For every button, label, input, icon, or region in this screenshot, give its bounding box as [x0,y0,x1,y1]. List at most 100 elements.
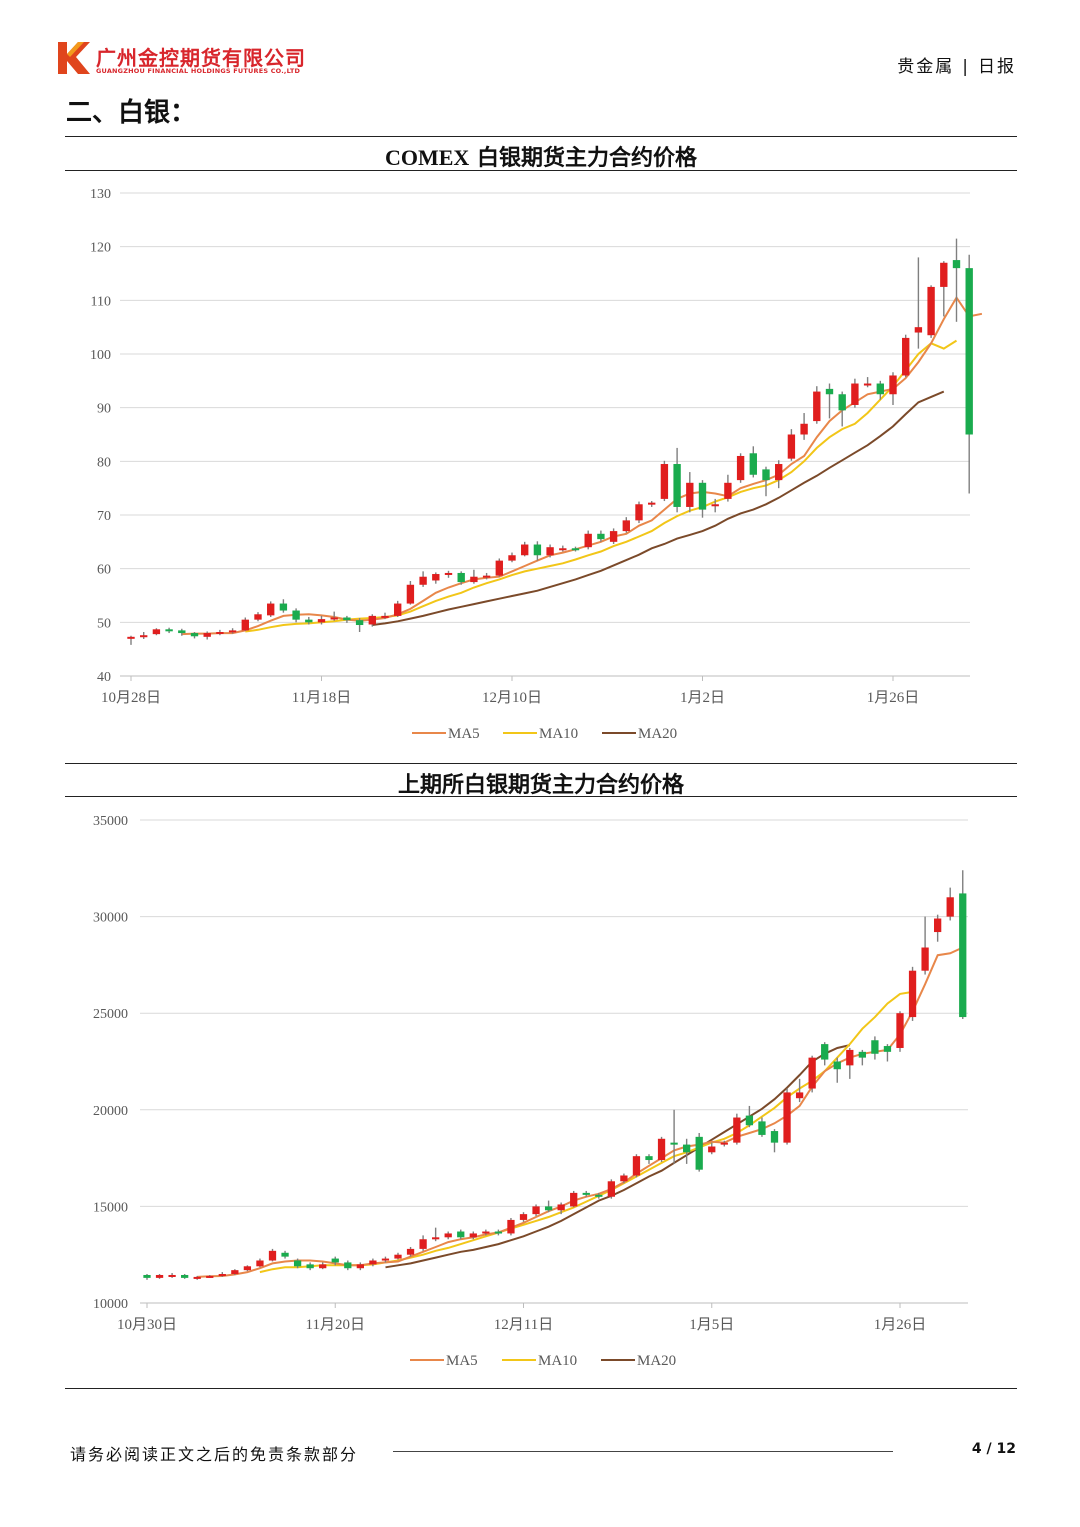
candle [419,1235,427,1251]
candle [946,887,954,921]
k-logo-icon [58,42,90,74]
ma5-line [181,295,983,636]
candle [231,1269,239,1275]
y-tick-label: 25000 [93,1007,128,1022]
y-tick-label: 20000 [93,1104,128,1119]
x-tick-label: 11月20日 [306,1317,365,1333]
candle [292,608,300,623]
candle [343,615,351,623]
candle [482,1229,490,1236]
candle [331,1256,339,1266]
candle [632,1154,641,1178]
candle [508,552,516,563]
candle [851,378,859,408]
candle [557,1202,565,1215]
x-tick-label: 12月11日 [494,1317,553,1333]
candle [595,1192,603,1199]
candle [940,261,948,317]
candle [356,1262,364,1271]
candle [762,466,770,497]
x-tick-label: 1月2日 [680,690,725,706]
candle [770,1129,779,1153]
candle [559,545,567,552]
candle [902,334,910,378]
candle [749,446,757,478]
shfe-silver-chart: 10000 15000 20000 25000 30000 35000 10月30日 11月2… [93,814,968,1369]
candle [317,615,326,625]
chart2-title: 上期所白银期货主力合约价格 [65,767,1017,799]
candle [711,498,719,513]
candle [218,1272,226,1277]
candle [394,600,402,617]
candle [883,1044,892,1062]
candle [381,612,389,620]
candle [355,618,364,632]
candle [140,631,148,639]
candle [444,570,453,578]
candle [914,257,923,349]
chart2-title-cn: 上期所白银期货主力合约价格 [397,773,684,798]
y-tick-label: 110 [91,294,111,309]
candle [406,581,415,605]
candle [846,1047,854,1079]
candle [319,1262,327,1270]
candle [544,1200,553,1213]
candle [800,413,808,440]
legend-ma10-label: MA10 [539,726,578,742]
candle [330,611,338,621]
candle [394,1252,402,1260]
candle [683,1138,691,1164]
candle [279,599,288,613]
candle [190,631,199,639]
x-tick-label: 10月28日 [101,690,161,706]
section-title: 二、白银： [66,98,197,128]
header-separator: | [962,57,970,77]
candle [876,380,884,400]
candle [178,628,186,636]
candle [344,1260,352,1271]
legend-ma20-label: MA20 [637,1353,676,1369]
candle [783,1088,791,1145]
candle [305,616,313,625]
y-tick-label: 130 [90,187,111,202]
candle [494,1229,503,1236]
candle [571,546,580,552]
candle [686,472,694,513]
candle [584,530,592,550]
chart2-top-rule [65,763,1017,764]
y-tick-label: 120 [90,241,111,256]
candle [281,1250,289,1259]
candle [306,1262,314,1271]
candle [155,1274,164,1279]
candle [267,601,275,617]
candle [838,391,846,427]
legend-ma20-label: MA20 [638,726,677,742]
candle [733,1113,741,1145]
chart2-end-rule [65,1388,1017,1389]
ma5-line [197,946,964,1278]
company-name-en: GUANGZHOU FINANCIAL HOLDINGS FUTURES CO.… [96,67,301,75]
y-tick-label: 50 [97,616,111,631]
chart1-title: COMEX 白银期货主力合约价格 [65,140,1017,172]
ma10-line [259,990,913,1274]
candle [609,528,618,544]
candle [622,517,630,533]
candle [833,1057,841,1083]
report-type-label: 日报 [978,57,1016,77]
candle [369,1258,377,1267]
candle [243,1265,252,1272]
candle [821,1042,829,1066]
ma20-line [372,390,945,626]
candle [657,1136,666,1162]
candle [181,1274,189,1279]
candle [241,617,249,631]
y-tick-label: 40 [97,670,111,685]
candle [648,501,656,507]
x-tick-label: 1月26日 [867,690,920,706]
candle [228,628,237,634]
candle [825,383,834,419]
candle [507,1217,515,1236]
company-logo: 广州金控期货有限公司 GUANGZHOU FINANCIAL HOLDINGS … [56,40,336,80]
candle [521,541,529,557]
candle [724,474,732,502]
